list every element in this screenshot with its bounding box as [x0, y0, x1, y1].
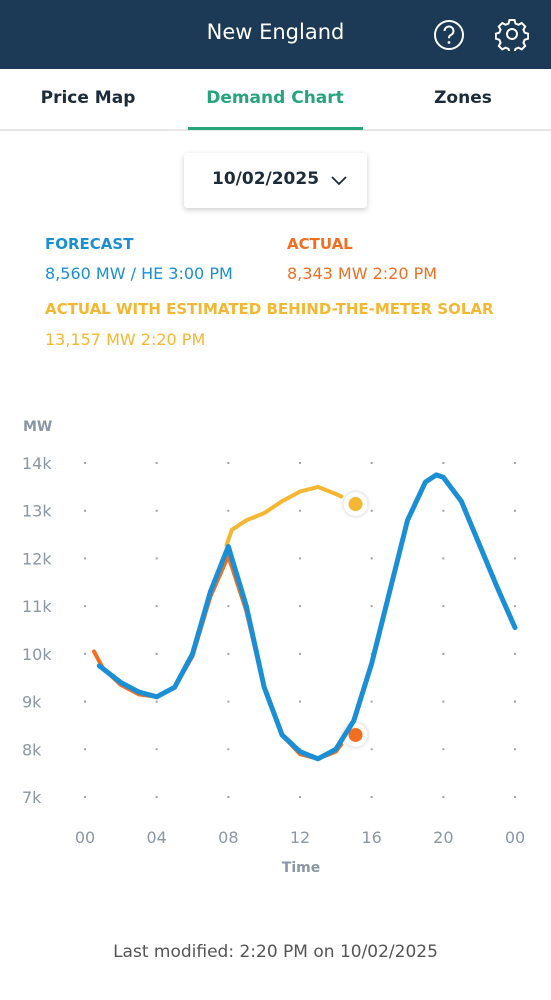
y-tick-label: 8k — [22, 740, 42, 759]
x-tick-label: 00 — [75, 828, 95, 847]
x-axis-label: Time — [282, 860, 320, 876]
readout-value: 8,343 MW 2:20 PM — [287, 264, 438, 283]
readout-value: 8,560 MW / HE 3:00 PM — [45, 264, 233, 283]
x-tick-label: 00 — [505, 828, 525, 847]
y-tick-label: 10k — [22, 645, 52, 664]
chevron — [331, 176, 347, 186]
tab-indicator — [188, 127, 363, 130]
y-tick-label: 9k — [22, 693, 42, 712]
header-bar — [0, 0, 551, 69]
settings-icon[interactable] — [495, 17, 529, 51]
tab-active[interactable]: Demand Chart — [206, 88, 344, 108]
y-tick-label: 12k — [22, 549, 52, 568]
x-tick-label: 08 — [218, 828, 238, 847]
current-marker — [348, 497, 363, 512]
readout-label: FORECAST — [45, 235, 134, 253]
date-text: 10/02/2025 — [212, 169, 320, 189]
y-tick-label: 11k — [22, 597, 52, 616]
readout-value: 13,157 MW 2:20 PM — [45, 330, 206, 349]
tab[interactable]: Zones — [434, 88, 492, 108]
readout-label: ACTUAL — [287, 235, 353, 253]
tab-divider — [0, 129, 551, 131]
header-title: New England — [206, 20, 345, 44]
help-icon[interactable] — [432, 18, 466, 52]
series-line — [92, 554, 344, 761]
demand-chart: MW Time 7k 8k 9k 10k 11k 12k 13k 14k 00 04 08 12 16 20 0… — [22, 419, 525, 876]
current-marker — [348, 727, 363, 742]
readout-label: ACTUAL WITH ESTIMATED BEHIND-THE-METER S… — [45, 300, 494, 318]
series-line — [224, 484, 344, 548]
y-tick-label: 7k — [22, 788, 42, 807]
x-tick-label: 04 — [146, 828, 166, 847]
x-tick-label: 12 — [290, 828, 310, 847]
y-tick-label: 13k — [22, 502, 52, 521]
y-axis-label: MW — [23, 419, 52, 435]
x-tick-label: 16 — [361, 828, 381, 847]
tab[interactable]: Price Map — [40, 88, 136, 108]
series-line — [96, 472, 518, 762]
last-modified: Last modified: 2:20 PM on 10/02/2025 — [113, 942, 438, 962]
y-tick-label: 14k — [22, 454, 52, 473]
x-tick-label: 20 — [433, 828, 453, 847]
